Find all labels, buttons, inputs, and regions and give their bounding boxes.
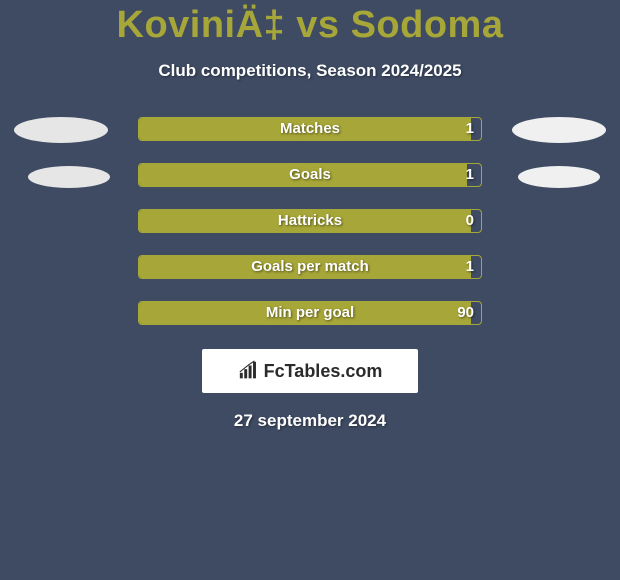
page-subtitle: Club competitions, Season 2024/2025 [0,61,620,81]
stat-value: 1 [466,255,474,279]
stat-row: Goals1 [0,163,620,189]
stat-row: Matches1 [0,117,620,143]
stat-bar: Goals1 [138,163,482,187]
stat-label: Min per goal [138,301,482,325]
bar-chart-icon [238,360,260,382]
stat-bar: Goals per match1 [138,255,482,279]
page-title: KoviniÄ‡ vs Sodoma [0,4,620,47]
stat-label: Hattricks [138,209,482,233]
stat-bar: Hattricks0 [138,209,482,233]
stat-row: Goals per match1 [0,255,620,281]
stat-value: 1 [466,163,474,187]
stat-row: Min per goal90 [0,301,620,327]
logo-text: FcTables.com [264,361,383,382]
stat-value: 0 [466,209,474,233]
infographic-container: KoviniÄ‡ vs Sodoma Club competitions, Se… [0,0,620,431]
stat-row: Hattricks0 [0,209,620,235]
player-left-marker [14,117,108,143]
stat-value: 1 [466,117,474,141]
player-right-marker [512,117,606,143]
player-right-marker [518,166,600,188]
stat-value: 90 [457,301,474,325]
player-left-marker [28,166,110,188]
stats-area: Matches1Goals1Hattricks0Goals per match1… [0,117,620,327]
stat-bar: Min per goal90 [138,301,482,325]
stat-label: Matches [138,117,482,141]
footer-date: 27 september 2024 [0,411,620,431]
logo-box[interactable]: FcTables.com [202,349,418,393]
stat-label: Goals [138,163,482,187]
stat-label: Goals per match [138,255,482,279]
stat-bar: Matches1 [138,117,482,141]
